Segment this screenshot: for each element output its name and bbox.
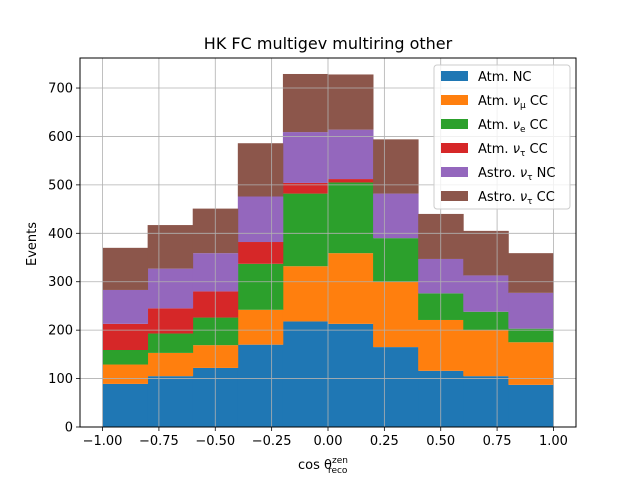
bar-segment-s3-b1 — [147, 308, 194, 334]
bar-segment-s0-b3 — [237, 344, 284, 427]
bar-segment-s5-b3 — [237, 143, 284, 197]
y-tick-label-5: 500 — [48, 178, 73, 193]
bar-segment-s4-b4 — [282, 132, 329, 183]
bar-segment-s2-b5 — [328, 182, 374, 254]
bar-segment-s2-b0 — [102, 350, 149, 365]
legend-swatch-1 — [441, 95, 468, 105]
y-tick-label-4: 400 — [48, 227, 73, 242]
x-tick-label-6: 0.50 — [426, 434, 455, 449]
x-tick-label-8: 1.00 — [539, 434, 568, 449]
bar-segment-s0-b4 — [282, 321, 329, 427]
x-tick-label-7: 0.75 — [483, 434, 512, 449]
bar-segment-s5-b6 — [373, 139, 419, 194]
legend-swatch-0 — [441, 71, 468, 81]
bar-segment-s0-b5 — [328, 323, 374, 427]
legend-box — [433, 64, 571, 210]
x-tick-label-2: −0.50 — [195, 434, 235, 449]
y-tick-label-0: 0 — [65, 421, 73, 436]
bar-segment-s3-b4 — [282, 182, 329, 194]
bar-segment-s3-b3 — [237, 242, 284, 264]
bar-segment-s1-b6 — [373, 281, 419, 348]
legend-label-4: Astro. ντ NC — [478, 166, 555, 183]
bar-segment-s5-b1 — [147, 225, 194, 269]
bar-segment-s0-b0 — [102, 383, 149, 427]
bar-segment-s4-b5 — [328, 129, 374, 180]
y-tick-label-3: 300 — [48, 275, 73, 290]
bar-segment-s2-b8 — [463, 311, 509, 331]
bar-segment-s0-b1 — [147, 376, 194, 427]
bar-segment-s1-b3 — [237, 309, 284, 345]
bar-segment-s1-b1 — [147, 352, 194, 377]
y-tick-label-1: 100 — [48, 372, 73, 387]
bar-segment-s5-b0 — [102, 247, 149, 290]
y-tick-label-6: 600 — [48, 130, 73, 145]
bar-segment-s1-b0 — [102, 364, 149, 384]
bar-segment-s1-b8 — [463, 330, 509, 377]
bar-segment-s4-b8 — [463, 275, 509, 312]
x-axis-label: cos θzen reco — [298, 456, 348, 476]
bar-segment-s2-b4 — [282, 193, 329, 267]
y-tick-label-7: 700 — [48, 82, 73, 97]
chart-title: HK FC multigev multiring other — [204, 34, 453, 53]
x-tick-label-1: −0.75 — [139, 434, 179, 449]
bar-segment-s5-b4 — [282, 73, 329, 133]
x-axis-ticks: −1.00 −0.75 −0.50 −0.25 0.00 0.25 0.50 0.75 1.00 — [83, 427, 568, 449]
bar-segment-s0-b6 — [373, 347, 419, 427]
bar-segment-s1-b5 — [328, 253, 374, 324]
legend: Atm. NC Atm. νμ CC Atm. νe CC Atm. ντ CC Ast… — [433, 64, 571, 210]
bar-segment-s1-b4 — [282, 266, 329, 322]
legend-swatch-4 — [441, 167, 468, 177]
y-axis-label: Events — [25, 222, 40, 266]
bar-segment-s0-b9 — [508, 384, 554, 427]
bar-segment-s2-b6 — [373, 238, 419, 282]
bar-segment-s3-b5 — [328, 179, 374, 183]
bar-segment-s0-b8 — [463, 376, 509, 427]
bar-segment-s2-b9 — [508, 328, 554, 343]
bar-segment-s4-b6 — [373, 193, 419, 239]
bar-segment-s2-b3 — [237, 263, 284, 310]
x-tick-label-0: −1.00 — [83, 434, 123, 449]
bar-segment-s4-b3 — [237, 196, 284, 243]
bar-segment-s5-b5 — [328, 74, 374, 130]
y-tick-label-2: 200 — [48, 324, 73, 339]
y-axis-ticks: 0 100 200 300 400 500 600 700 — [48, 82, 80, 436]
legend-swatch-3 — [441, 143, 468, 153]
legend-label-0: Atm. NC — [478, 70, 532, 85]
bar-segment-s4-b0 — [102, 289, 149, 324]
legend-swatch-2 — [441, 119, 468, 129]
legend-label-2: Atm. νe CC — [478, 118, 548, 135]
bar-segment-s4-b1 — [147, 268, 194, 309]
bar-segment-s5-b9 — [508, 253, 554, 293]
bar-segment-s5-b8 — [463, 230, 509, 276]
legend-label-5: Astro. ντ CC — [478, 190, 555, 207]
x-tick-label-3: −0.25 — [252, 434, 292, 449]
legend-label-1: Atm. νμ CC — [478, 94, 548, 111]
legend-swatch-5 — [441, 191, 468, 201]
legend-label-3: Atm. ντ CC — [478, 142, 548, 159]
bar-segment-s2-b1 — [147, 333, 194, 353]
bar-segment-s3-b0 — [102, 323, 149, 351]
x-tick-label-5: 0.25 — [370, 434, 399, 449]
x-tick-label-4: 0.00 — [314, 434, 343, 449]
bar-segment-s4-b9 — [508, 292, 554, 329]
bar-segment-s1-b9 — [508, 342, 554, 385]
